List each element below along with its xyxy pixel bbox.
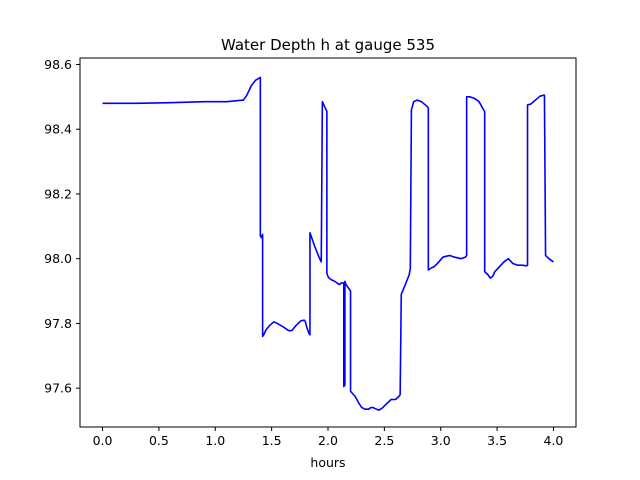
x-tick-label: 3.0: [431, 433, 451, 448]
chart-title: Water Depth h at gauge 535: [221, 36, 435, 54]
y-tick-label: 98.0: [44, 251, 72, 266]
y-tick-label: 97.6: [44, 381, 72, 396]
y-tick-label: 98.6: [44, 57, 72, 72]
x-tick-label: 2.5: [374, 433, 394, 448]
x-tick-label: 0.5: [149, 433, 169, 448]
series-line-group: [102, 76, 554, 411]
x-tick-label: 4.0: [544, 433, 564, 448]
x-tick-label: 3.5: [487, 433, 507, 448]
x-tick-label: 1.0: [205, 433, 225, 448]
x-tick-label: 0.0: [93, 433, 113, 448]
y-axis-ticks: 97.6 97.8 98.0 98.2 98.4 98.6: [44, 57, 80, 396]
y-tick-label: 98.4: [44, 122, 72, 137]
y-tick-label: 97.8: [44, 316, 72, 331]
series-line-0: [102, 76, 554, 411]
y-tick-label: 98.2: [44, 186, 72, 201]
x-axis-ticks: 0.0 0.5 1.0 1.5 2.0 2.5 3.0 3.5 4.0: [93, 427, 564, 448]
x-tick-label: 2.0: [318, 433, 338, 448]
x-tick-label: 1.5: [262, 433, 282, 448]
x-axis-label: hours: [310, 455, 345, 470]
